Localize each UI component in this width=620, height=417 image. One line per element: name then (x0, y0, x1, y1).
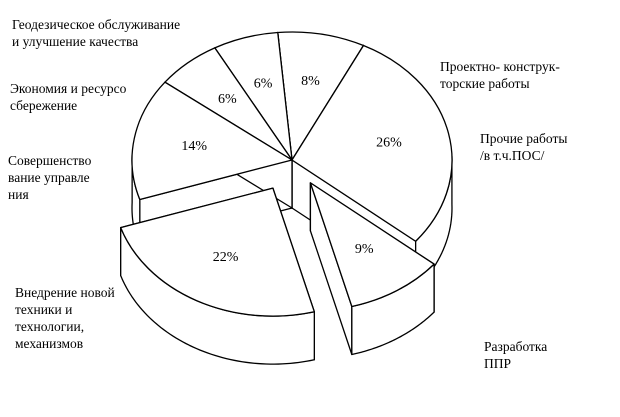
category-label: Совершенство вание управле ния (8, 153, 92, 202)
value-label: 8% (301, 74, 320, 89)
category-label: Геодезическое обслуживание и улучшение к… (12, 17, 181, 49)
slice (131, 81, 293, 201)
value-label: 6% (254, 76, 273, 91)
category-label: Экономия и ресурсо сбережение (10, 81, 127, 113)
value-label: 26% (376, 136, 402, 151)
slice (120, 187, 315, 317)
category-label: Прочие работы /в т.ч.ПОС/ (480, 131, 568, 163)
category-label: Проектно- конструк- торские работы (440, 59, 560, 91)
slice (277, 31, 365, 161)
slice (291, 44, 453, 242)
category-label: Внедрение новой техники и технологии, ме… (15, 285, 115, 351)
category-label: Разработка ППР (484, 339, 548, 371)
value-label: 22% (213, 250, 239, 265)
value-label: 6% (218, 92, 237, 107)
value-label: 14% (181, 139, 207, 154)
slice (309, 182, 435, 308)
value-label: 9% (355, 242, 374, 257)
